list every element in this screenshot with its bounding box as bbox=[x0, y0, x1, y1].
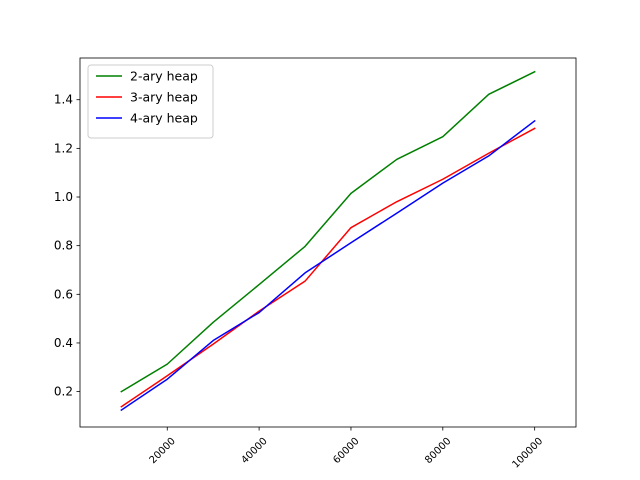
series-line-3 bbox=[120, 119, 536, 412]
x-tick-label: 40000 bbox=[239, 436, 269, 466]
y-tick-label: 0.4 bbox=[54, 336, 73, 350]
x-tick-label: 100000 bbox=[511, 436, 546, 471]
y-tick-label: 1.0 bbox=[54, 190, 73, 204]
series-line-1 bbox=[120, 70, 536, 393]
y-tick-label: 0.6 bbox=[54, 287, 73, 301]
x-tick-label: 80000 bbox=[423, 436, 453, 466]
legend-label-3: 4-ary heap bbox=[130, 111, 198, 126]
legend-label-1: 2-ary heap bbox=[130, 69, 198, 84]
legend-box bbox=[87, 64, 214, 139]
axes-frame bbox=[79, 57, 577, 428]
legend-label-2: 3-ary heap bbox=[130, 90, 198, 105]
y-tick-label: 1.2 bbox=[54, 141, 73, 155]
x-tick-label: 60000 bbox=[331, 436, 361, 466]
y-tick-label: 0.2 bbox=[54, 385, 73, 399]
x-tick-label: 20000 bbox=[148, 436, 178, 466]
y-tick-label: 0.8 bbox=[54, 239, 73, 253]
y-tick-label: 1.4 bbox=[54, 93, 73, 107]
